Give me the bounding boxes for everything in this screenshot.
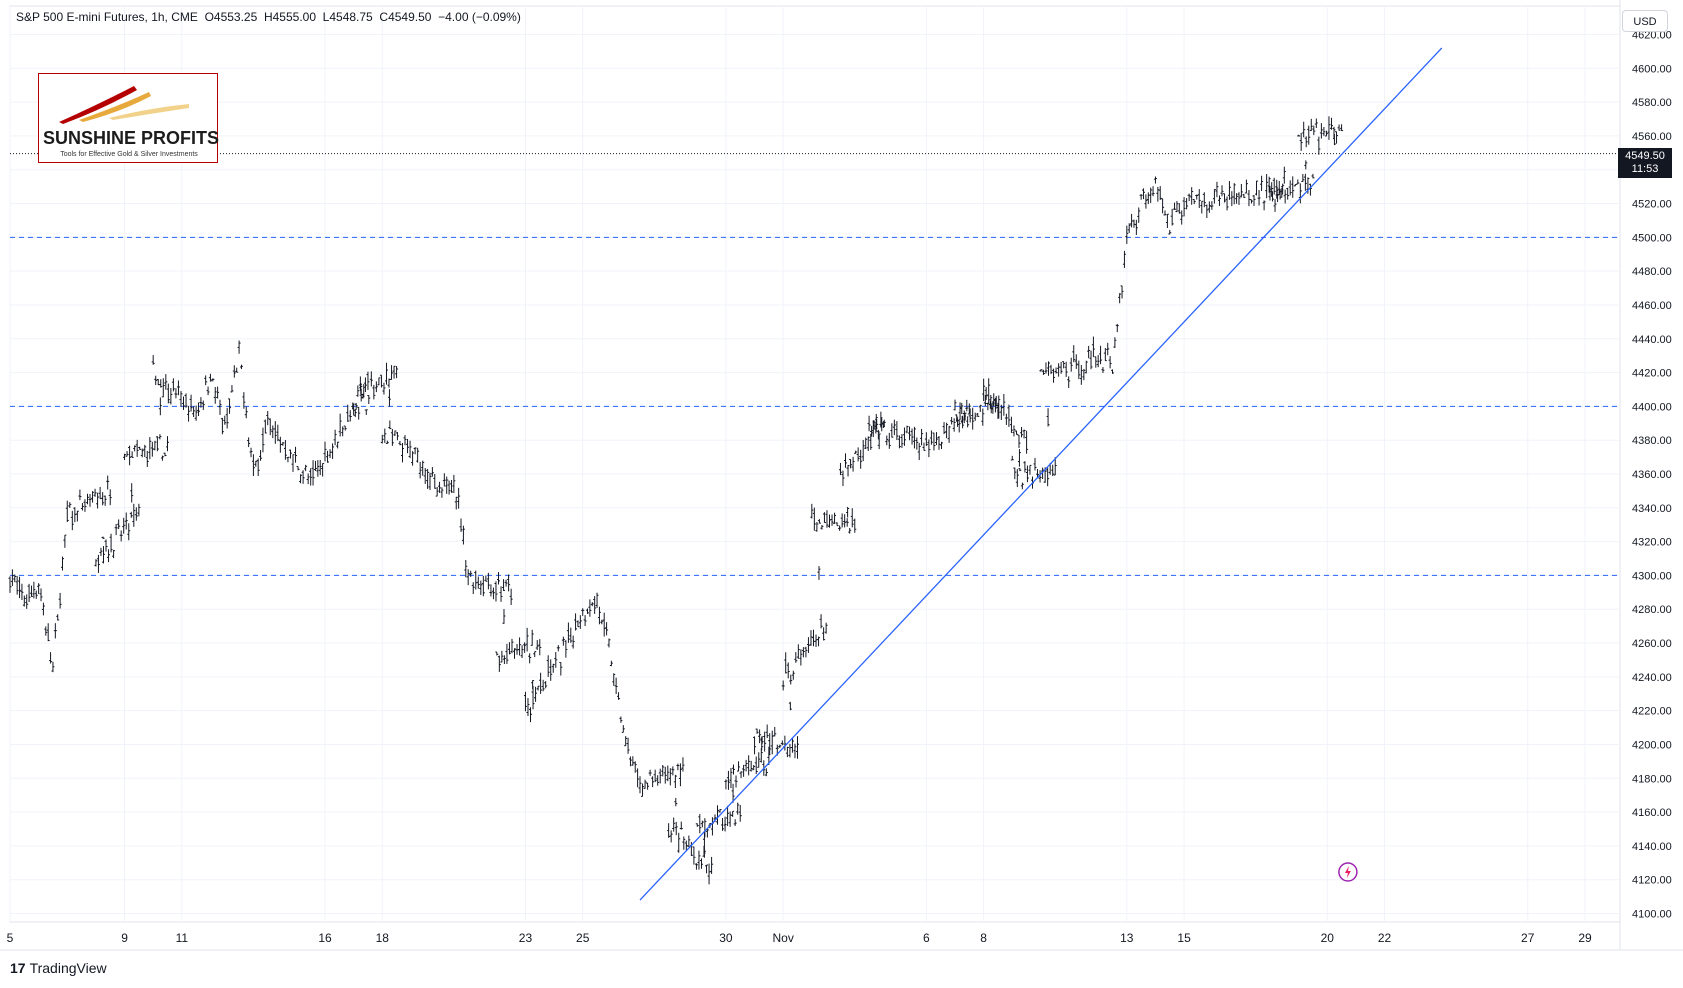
y-tick-label: 4500.00 (1632, 232, 1672, 244)
symbol-name[interactable]: S&P 500 E-mini Futures (16, 10, 145, 24)
x-tick-label: 22 (1378, 931, 1392, 945)
y-tick-label: 4380.00 (1632, 435, 1672, 447)
y-tick-label: 4460.00 (1632, 300, 1672, 312)
interval-label[interactable]: 1h (151, 10, 165, 24)
y-tick-label: 4280.00 (1632, 604, 1672, 616)
y-tick-label: 4120.00 (1632, 875, 1672, 887)
last-price-tag: 4549.50 11:53 (1618, 148, 1672, 178)
y-tick-label: 4260.00 (1632, 638, 1672, 650)
y-tick-label: 4200.00 (1632, 739, 1672, 751)
x-tick-label: 6 (923, 931, 930, 945)
currency-button[interactable]: USD (1622, 10, 1668, 32)
x-tick-label: 20 (1321, 931, 1335, 945)
x-tick-label: 16 (318, 931, 332, 945)
y-tick-label: 4400.00 (1632, 401, 1672, 413)
x-tick-label: 23 (519, 931, 533, 945)
logo-swoosh-icon (59, 86, 189, 124)
x-tick-label: 18 (376, 931, 390, 945)
x-tick-label: 27 (1521, 931, 1535, 945)
tradingview-label: TradingView (29, 960, 107, 976)
y-tick-label: 4440.00 (1632, 334, 1672, 346)
candles-group (8, 116, 1344, 885)
x-tick-label: 11 (176, 931, 189, 945)
exchange-label: CME (171, 10, 198, 24)
x-tick-label: 9 (121, 931, 128, 945)
y-tick-label: 4340.00 (1632, 503, 1672, 515)
y-tick-label: 4300.00 (1632, 570, 1672, 582)
x-tick-label: 8 (980, 931, 987, 945)
y-tick-label: 4140.00 (1632, 841, 1672, 853)
y-tick-label: 4420.00 (1632, 368, 1672, 380)
symbol-header: S&P 500 E-mini Futures, 1h, CME O4553.25… (16, 10, 521, 24)
y-tick-label: 4360.00 (1632, 469, 1672, 481)
tradingview-logo-icon: 17 (10, 960, 26, 976)
y-tick-label: 4580.00 (1632, 97, 1672, 109)
y-tick-label: 4520.00 (1632, 199, 1672, 211)
y-tick-label: 4620.00 (1632, 29, 1672, 41)
lightning-icon (1344, 866, 1351, 878)
y-tick-label: 4100.00 (1632, 909, 1672, 921)
x-tick-label: 29 (1578, 931, 1592, 945)
tradingview-brand[interactable]: 17 TradingView (10, 960, 107, 976)
y-tick-label: 4480.00 (1632, 266, 1672, 278)
x-tick-label: 15 (1177, 931, 1191, 945)
low-value: L4548.75 (322, 10, 373, 24)
rising-trendline[interactable] (639, 47, 1443, 901)
y-tick-label: 4560.00 (1632, 131, 1672, 143)
x-tick-label: 13 (1120, 931, 1134, 945)
x-tick-label: 30 (719, 931, 733, 945)
sunshine-profits-logo: SUNSHINE PROFITS Tools for Effective Gol… (38, 73, 220, 163)
logo-subtitle: Tools for Effective Gold & Silver Invest… (60, 151, 198, 158)
x-tick-label: 25 (576, 931, 590, 945)
logo-title: SUNSHINE PROFITS (43, 128, 220, 148)
x-tick-label: 5 (7, 931, 14, 945)
open-value: O4553.25 (204, 10, 258, 24)
change-value: −4.00 (−0.09%) (438, 10, 521, 24)
close-value: C4549.50 (379, 10, 432, 24)
high-value: H4555.00 (263, 10, 316, 24)
last-price-value: 4549.50 (1625, 150, 1665, 162)
y-tick-label: 4220.00 (1632, 706, 1672, 718)
y-tick-label: 4160.00 (1632, 807, 1672, 819)
y-tick-label: 4240.00 (1632, 672, 1672, 684)
bar-countdown: 11:53 (1631, 163, 1659, 175)
plot-frame (9, 5, 1621, 923)
y-tick-label: 4320.00 (1632, 537, 1672, 549)
y-tick-label: 4600.00 (1632, 63, 1672, 75)
y-tick-label: 4180.00 (1632, 773, 1672, 785)
x-tick-label: Nov (773, 931, 794, 945)
